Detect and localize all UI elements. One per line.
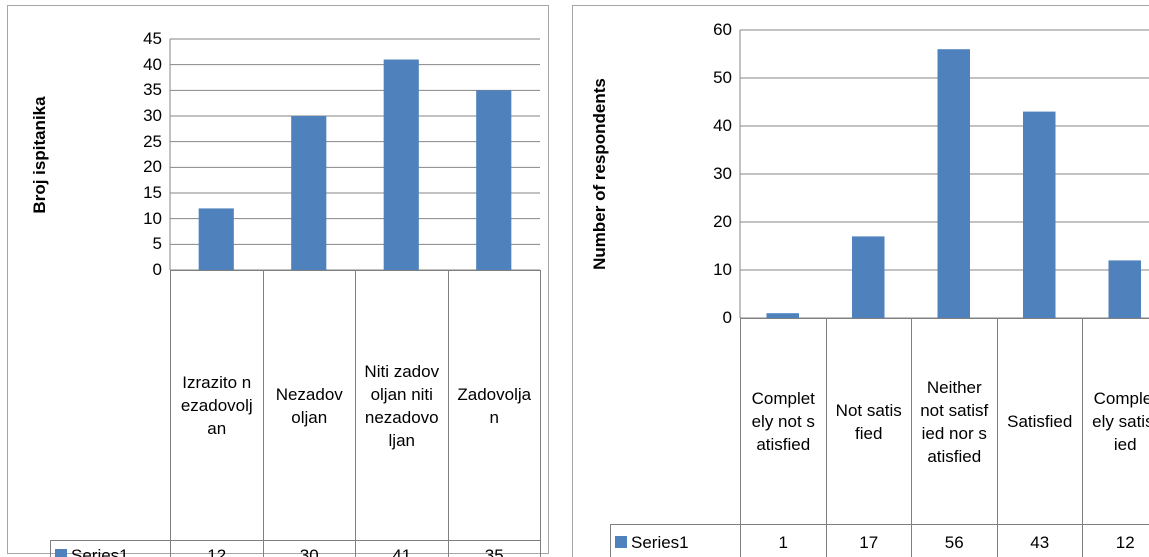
legend-swatch (55, 549, 67, 557)
bar (766, 313, 799, 318)
bar (852, 236, 885, 318)
category-label: Completely satisfied (1082, 318, 1149, 525)
y-tick-label: 5 (152, 234, 162, 254)
y-tick-label: 35 (143, 80, 162, 100)
data-table-value: 56 (911, 524, 998, 557)
y-tick-label: 60 (713, 20, 732, 39)
legend-entry: Series1 (50, 540, 171, 557)
y-tick-label: 45 (143, 29, 162, 48)
legend-entry: Series1 (610, 524, 741, 557)
category-label: Satisfied (996, 318, 1083, 525)
category-label: Nezadovoljan (262, 270, 356, 541)
category-label: Not satisfied (825, 318, 912, 525)
bar (1023, 111, 1056, 318)
data-table-value: 12 (170, 540, 264, 557)
bar (291, 116, 327, 270)
chart-panel (7, 5, 549, 554)
category-label: Neither not satisfied nor satisfied (911, 318, 998, 525)
y-tick-label: 0 (152, 260, 162, 279)
data-table-value: 17 (825, 524, 912, 557)
y-tick-label: 10 (143, 208, 162, 228)
data-table-value: 12 (1082, 524, 1149, 557)
bar (383, 59, 419, 271)
data-table-value: 1 (740, 524, 827, 557)
y-tick-label: 30 (713, 164, 732, 183)
legend-swatch (615, 536, 627, 548)
category-label: Completely not satisfied (740, 318, 827, 525)
y-tick-label: 40 (143, 54, 162, 74)
y-tick-label: 20 (143, 157, 162, 177)
chart-panel (572, 5, 1149, 557)
y-tick-label: 40 (713, 116, 732, 135)
y-tick-label: 0 (722, 308, 732, 327)
y-tick-label: 30 (143, 106, 162, 125)
y-axis-title: Broj ispitanika (30, 95, 49, 214)
legend-label: Series1 (631, 532, 689, 552)
y-tick-label: 50 (713, 68, 732, 87)
data-table-value: 35 (447, 540, 541, 557)
data-table-value: 41 (355, 540, 449, 557)
category-label: Niti zadovoljan niti nezadovoljan (355, 270, 449, 541)
y-tick-label: 20 (713, 212, 732, 231)
bar (198, 208, 234, 270)
y-tick-label: 25 (143, 131, 162, 151)
category-label: Izrazito nezadovoljan (170, 270, 264, 541)
bar (1108, 260, 1141, 318)
bar (937, 49, 970, 318)
data-table-value: 43 (996, 524, 1083, 557)
data-table-value: 30 (262, 540, 356, 557)
y-axis-title: Number of respondents (590, 78, 609, 270)
bar (476, 90, 512, 270)
y-tick-label: 15 (143, 183, 162, 202)
category-label: Zadovoljan (447, 270, 541, 541)
y-tick-label: 10 (713, 260, 732, 279)
legend-label: Series1 (71, 545, 129, 557)
